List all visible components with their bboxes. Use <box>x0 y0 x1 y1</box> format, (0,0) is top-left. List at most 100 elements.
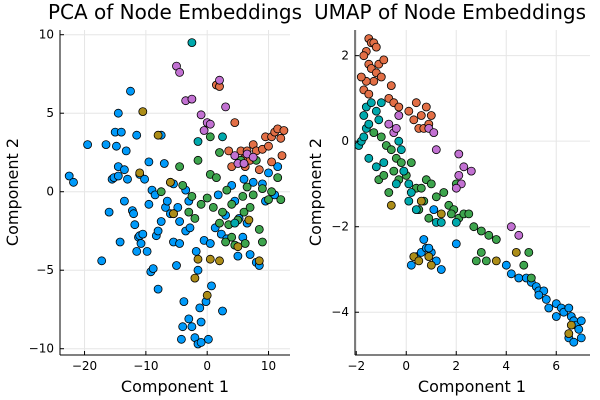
umap-point-series-1 <box>436 265 446 274</box>
umap-point-series-4 <box>384 119 394 129</box>
pca-point-series-1 <box>193 265 203 275</box>
pca-point-series-3 <box>196 199 206 209</box>
pca-xtick-label: 0 <box>203 359 211 373</box>
umap-point-series-3 <box>376 132 386 142</box>
pca-point-series-6 <box>187 38 197 47</box>
umap-point-series-2 <box>426 111 436 120</box>
pca-point-series-1 <box>173 202 183 212</box>
pca-ytick-label: −5 <box>36 263 54 277</box>
pca-point-series-3 <box>227 232 237 242</box>
pca-point-series-3 <box>187 191 197 201</box>
pca-point-series-1 <box>101 140 111 150</box>
umap-point-series-2 <box>386 81 396 90</box>
pca-point-series-1 <box>132 246 142 256</box>
pca-point-series-3 <box>208 202 218 212</box>
umap-point-series-4 <box>459 162 469 172</box>
umap-point-series-1 <box>551 312 561 321</box>
pca-point-series-5 <box>233 242 243 252</box>
pca-point-series-5 <box>193 254 203 264</box>
pca-point-series-3 <box>190 213 200 223</box>
pca-ytick-label: −10 <box>29 342 54 356</box>
pca-point-series-1 <box>115 237 125 247</box>
pca-point-series-3 <box>239 207 249 217</box>
umap-point-series-6 <box>406 188 416 197</box>
umap-point-series-4 <box>454 149 464 159</box>
umap-point-series-2 <box>376 72 386 82</box>
pca-point-series-3 <box>238 191 248 201</box>
umap-point-series-3 <box>476 247 486 257</box>
umap-point-series-6 <box>411 205 421 215</box>
umap-point-series-6 <box>404 179 414 189</box>
pca-point-series-1 <box>179 297 189 307</box>
pca-point-series-1 <box>196 337 206 347</box>
pca-point-series-3 <box>254 224 264 234</box>
pca-point-series-1 <box>121 146 131 156</box>
umap-point-series-6 <box>436 217 446 227</box>
umap-xtick-label: 6 <box>552 359 560 373</box>
pca-point-series-5 <box>244 215 254 225</box>
pca-point-series-1 <box>69 177 78 187</box>
umap-point-series-4 <box>514 230 524 240</box>
pca-xtick-label: −20 <box>72 359 97 373</box>
pca-point-series-1 <box>162 196 172 206</box>
pca-point-series-5 <box>190 273 200 283</box>
umap-point-series-3 <box>519 260 529 270</box>
pca-ytick-label: 10 <box>39 28 54 42</box>
umap-panel: UMAP of Node Embeddings Component 1 Comp… <box>306 0 590 396</box>
pca-point-series-2 <box>279 126 289 135</box>
umap-point-series-2 <box>379 55 389 65</box>
umap-point-series-2 <box>409 115 419 125</box>
umap-point-series-3 <box>369 128 379 138</box>
umap-ytick-label: −4 <box>331 305 349 319</box>
pca-point-series-1 <box>83 140 92 150</box>
umap-ylabel: Component 2 <box>306 138 325 246</box>
pca-point-series-4 <box>175 68 185 77</box>
umap-point-series-3 <box>396 158 406 168</box>
umap-point-series-1 <box>564 303 574 313</box>
pca-point-series-5 <box>215 256 224 266</box>
umap-point-series-3 <box>481 256 491 266</box>
umap-point-series-3 <box>491 235 501 244</box>
umap-point-series-3 <box>406 158 416 168</box>
pca-point-series-2 <box>267 157 277 167</box>
umap-point-series-3 <box>476 226 486 236</box>
pca-point-series-3 <box>227 199 237 209</box>
umap-point-series-1 <box>576 316 586 326</box>
pca-point-series-1 <box>112 141 121 151</box>
umap-point-series-6 <box>364 153 374 163</box>
pca-point-series-3 <box>222 185 232 195</box>
pca-point-series-3 <box>202 193 212 203</box>
umap-point-series-3 <box>469 222 479 232</box>
umap-point-series-2 <box>416 111 426 120</box>
pca-point-series-3 <box>184 207 194 217</box>
umap-xtick-label: 0 <box>402 359 410 373</box>
pca-point-series-4 <box>187 94 197 104</box>
umap-point-series-1 <box>429 205 439 215</box>
umap-point-series-3 <box>464 209 474 219</box>
umap-point-series-6 <box>359 132 369 142</box>
pca-point-series-1 <box>136 239 146 248</box>
pca-point-series-1 <box>195 303 205 313</box>
umap-point-series-5 <box>424 252 434 262</box>
pca-point-series-1 <box>207 281 216 291</box>
pca-point-series-5 <box>138 107 148 116</box>
pca-point-series-1 <box>273 162 283 172</box>
umap-ytick-label: 2 <box>341 49 349 63</box>
pca-point-series-4 <box>199 126 209 135</box>
umap-point-series-3 <box>446 209 456 219</box>
umap-point-series-3 <box>389 166 399 176</box>
pca-point-series-1 <box>64 171 74 181</box>
pca-point-series-1 <box>153 226 163 236</box>
pca-point-series-1 <box>144 157 154 167</box>
pca-point-series-1 <box>191 246 201 256</box>
umap-point-series-3 <box>439 188 449 197</box>
umap-xlabel: Component 1 <box>418 377 526 396</box>
umap-point-series-2 <box>411 98 421 108</box>
pca-point-series-3 <box>215 148 224 157</box>
umap-point-series-1 <box>576 333 586 343</box>
pca-point-series-4 <box>230 151 240 161</box>
pca-ytick-label: 0 <box>46 185 54 199</box>
pca-point-series-1 <box>104 207 114 217</box>
umap-point-series-3 <box>526 273 536 283</box>
pca-point-series-3 <box>221 237 231 247</box>
